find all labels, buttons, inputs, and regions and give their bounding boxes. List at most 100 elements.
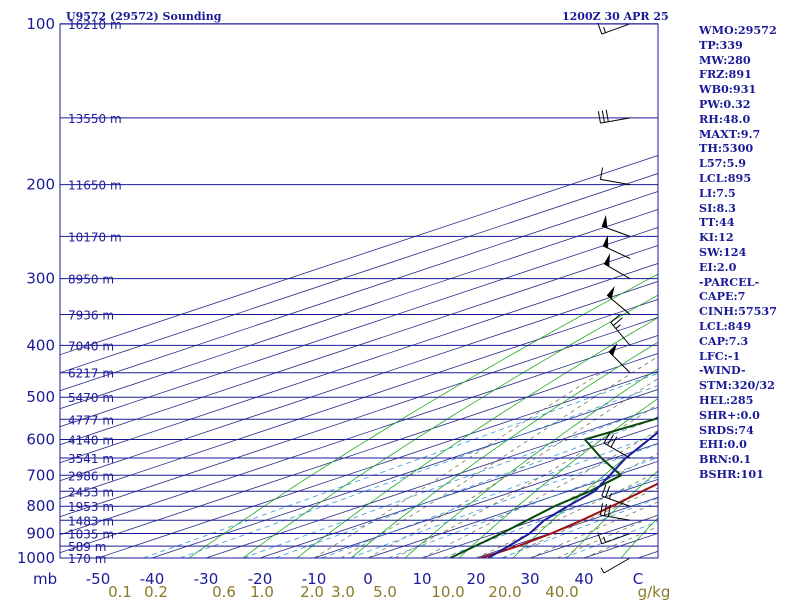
temperature-tick-label: 10: [412, 570, 431, 588]
index-item: PW:0.32: [699, 96, 751, 111]
height-label: 2453 m: [68, 485, 114, 499]
temperature-tick-label: -50: [86, 570, 111, 588]
isotherm-line: [60, 209, 658, 410]
index-item: -PARCEL-: [699, 274, 760, 289]
y-axis-unit: mb: [33, 570, 57, 588]
mixing-ratio-label: 2.0: [300, 583, 324, 600]
index-item: SI:8.3: [699, 200, 736, 215]
index-item: TP:339: [699, 37, 743, 52]
height-label: 6217 m: [68, 367, 114, 381]
isotherm-line: [151, 388, 658, 558]
index-item: CAP:7.3: [699, 333, 749, 348]
mixing-ratio-unit: g/kg: [638, 583, 671, 600]
wind-barb: [597, 532, 631, 545]
index-item: BRN:0.1: [699, 452, 752, 467]
moist-adiabat-line: [502, 487, 658, 558]
isotherm-line: [367, 460, 658, 558]
plot-frame: [59, 23, 659, 559]
wind-barb: [601, 484, 631, 507]
wind-barb: [602, 234, 631, 259]
wind-barb: [601, 214, 631, 237]
wind-barbs: [597, 22, 631, 574]
sounding-profiles: [449, 416, 658, 558]
indices-panel: WMO:29572 TP:339 MW:280 FRZ:891 WB0:931 PW:0.…: [699, 23, 799, 482]
pressure-tick-label: 1000: [17, 549, 55, 567]
index-item: BSHR:101: [699, 466, 764, 481]
height-label: 7040 m: [68, 339, 114, 353]
temperature-tick-label: -40: [140, 570, 165, 588]
temperature-tick-label: -10: [302, 570, 327, 588]
index-item: MAXT:9.7: [699, 126, 761, 141]
dry-adiabat-line: [350, 341, 658, 558]
height-label: 589 m: [68, 540, 106, 554]
index-item: EHI:0.0: [699, 437, 747, 452]
index-item: -WIND-: [699, 363, 746, 378]
moist-adiabat-line: [367, 378, 658, 558]
index-item: FRZ:891: [699, 67, 752, 82]
dry-adiabat-line: [404, 368, 658, 558]
height-label: 1953 m: [68, 500, 114, 514]
mixing-ratio-line: [179, 385, 658, 558]
height-label: 4777 m: [68, 413, 114, 427]
temperature-tick-label: 30: [520, 570, 539, 588]
height-label: 13550 m: [68, 112, 122, 126]
mixing-ratio-label: 3.0: [331, 583, 355, 600]
mixing-ratio-label: 10.0: [431, 583, 464, 600]
mixing-ratio-label: 1.0: [250, 583, 274, 600]
pressure-tick-label: 700: [26, 466, 55, 484]
temperature-tick-label: -20: [248, 570, 273, 588]
mixing-ratio-label: 5.0: [373, 583, 397, 600]
index-item: LCL:895: [699, 170, 752, 185]
height-label: 1483 m: [68, 514, 114, 528]
wind-barb: [603, 432, 631, 459]
isotherm-line: [60, 191, 658, 392]
dry-adiabat-line: [296, 317, 658, 558]
wind-barb: [597, 22, 631, 35]
mixing-ratio-line: [143, 372, 658, 558]
wind-barb: [597, 109, 631, 124]
height-label: 170 m: [68, 552, 106, 566]
pressure-tick-label: 200: [26, 176, 55, 194]
index-item: EI:2.0: [699, 259, 737, 274]
dry-adiabat-line: [566, 470, 658, 558]
dry-adiabat-line: [512, 431, 658, 558]
wind-barb: [599, 503, 631, 521]
index-item: LCL:849: [699, 318, 752, 333]
temperature-tick-label: 20: [466, 570, 485, 588]
isotherm-line: [60, 352, 658, 554]
moist-adiabat-line: [394, 403, 658, 558]
isotherm-line: [60, 155, 658, 356]
moist-adiabat-line: [313, 372, 602, 558]
height-label: 4140 m: [68, 433, 114, 447]
sounding-time: 1200Z 30 APR 25: [562, 10, 669, 23]
mixing-ratio-label: 0.1: [108, 583, 132, 600]
index-item: HEL:285: [699, 392, 754, 407]
height-label: 11650 m: [68, 179, 122, 193]
temperature-tick-label: -30: [194, 570, 219, 588]
isotherm-line: [60, 334, 658, 536]
index-item: STM:320/32: [699, 378, 775, 393]
isotherm-line: [60, 173, 658, 374]
moist-adiabat-line: [529, 501, 658, 558]
wind-barb: [610, 314, 631, 346]
index-item: CINH:57537: [699, 304, 777, 319]
pressure-tick-label: 400: [26, 336, 55, 354]
pressure-tick-label: 600: [26, 430, 55, 448]
wind-barb: [608, 343, 631, 374]
isotherm-line: [60, 281, 658, 482]
index-item: KI:12: [699, 230, 734, 245]
dry-adiabat-line: [620, 517, 658, 558]
index-item: TH:5300: [699, 141, 754, 156]
temperature-tick-label: 0: [363, 570, 373, 588]
index-item: MW:280: [699, 52, 751, 67]
height-label: 10170 m: [68, 230, 122, 244]
isotherm-line: [205, 406, 658, 558]
index-item: LI:7.5: [699, 185, 736, 200]
wind-barb: [603, 253, 631, 280]
temperature-tick-label: C: [633, 570, 643, 588]
dry-adiabat-line: [188, 273, 658, 558]
index-item: TT:44: [699, 215, 735, 230]
isotherm-line: [60, 227, 658, 428]
dry-adiabat-line: [458, 397, 658, 558]
